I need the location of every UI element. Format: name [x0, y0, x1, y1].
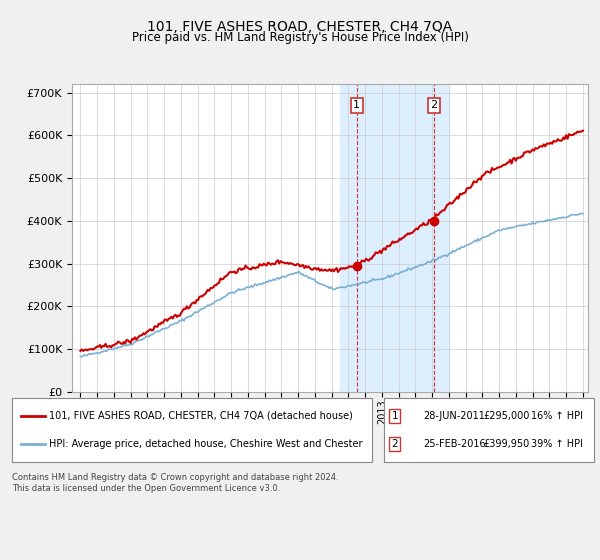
- Text: £399,950: £399,950: [483, 439, 529, 449]
- Text: 1: 1: [353, 100, 361, 110]
- Text: 28-JUN-2011: 28-JUN-2011: [423, 410, 485, 421]
- Text: £295,000: £295,000: [483, 410, 529, 421]
- Bar: [340, 84, 449, 392]
- Text: 25-FEB-2016: 25-FEB-2016: [423, 439, 485, 449]
- Text: 101, FIVE ASHES ROAD, CHESTER, CH4 7QA (detached house): 101, FIVE ASHES ROAD, CHESTER, CH4 7QA (…: [49, 410, 353, 421]
- Text: 2: 2: [430, 100, 437, 110]
- Text: 16% ↑ HPI: 16% ↑ HPI: [531, 410, 583, 421]
- Text: 39% ↑ HPI: 39% ↑ HPI: [531, 439, 583, 449]
- Text: Price paid vs. HM Land Registry's House Price Index (HPI): Price paid vs. HM Land Registry's House …: [131, 31, 469, 44]
- Text: 1: 1: [391, 410, 398, 421]
- Text: Contains HM Land Registry data © Crown copyright and database right 2024.
This d: Contains HM Land Registry data © Crown c…: [12, 473, 338, 493]
- Text: 101, FIVE ASHES ROAD, CHESTER, CH4 7QA: 101, FIVE ASHES ROAD, CHESTER, CH4 7QA: [148, 20, 452, 34]
- Text: HPI: Average price, detached house, Cheshire West and Chester: HPI: Average price, detached house, Ches…: [49, 439, 362, 449]
- Text: 2: 2: [391, 439, 398, 449]
